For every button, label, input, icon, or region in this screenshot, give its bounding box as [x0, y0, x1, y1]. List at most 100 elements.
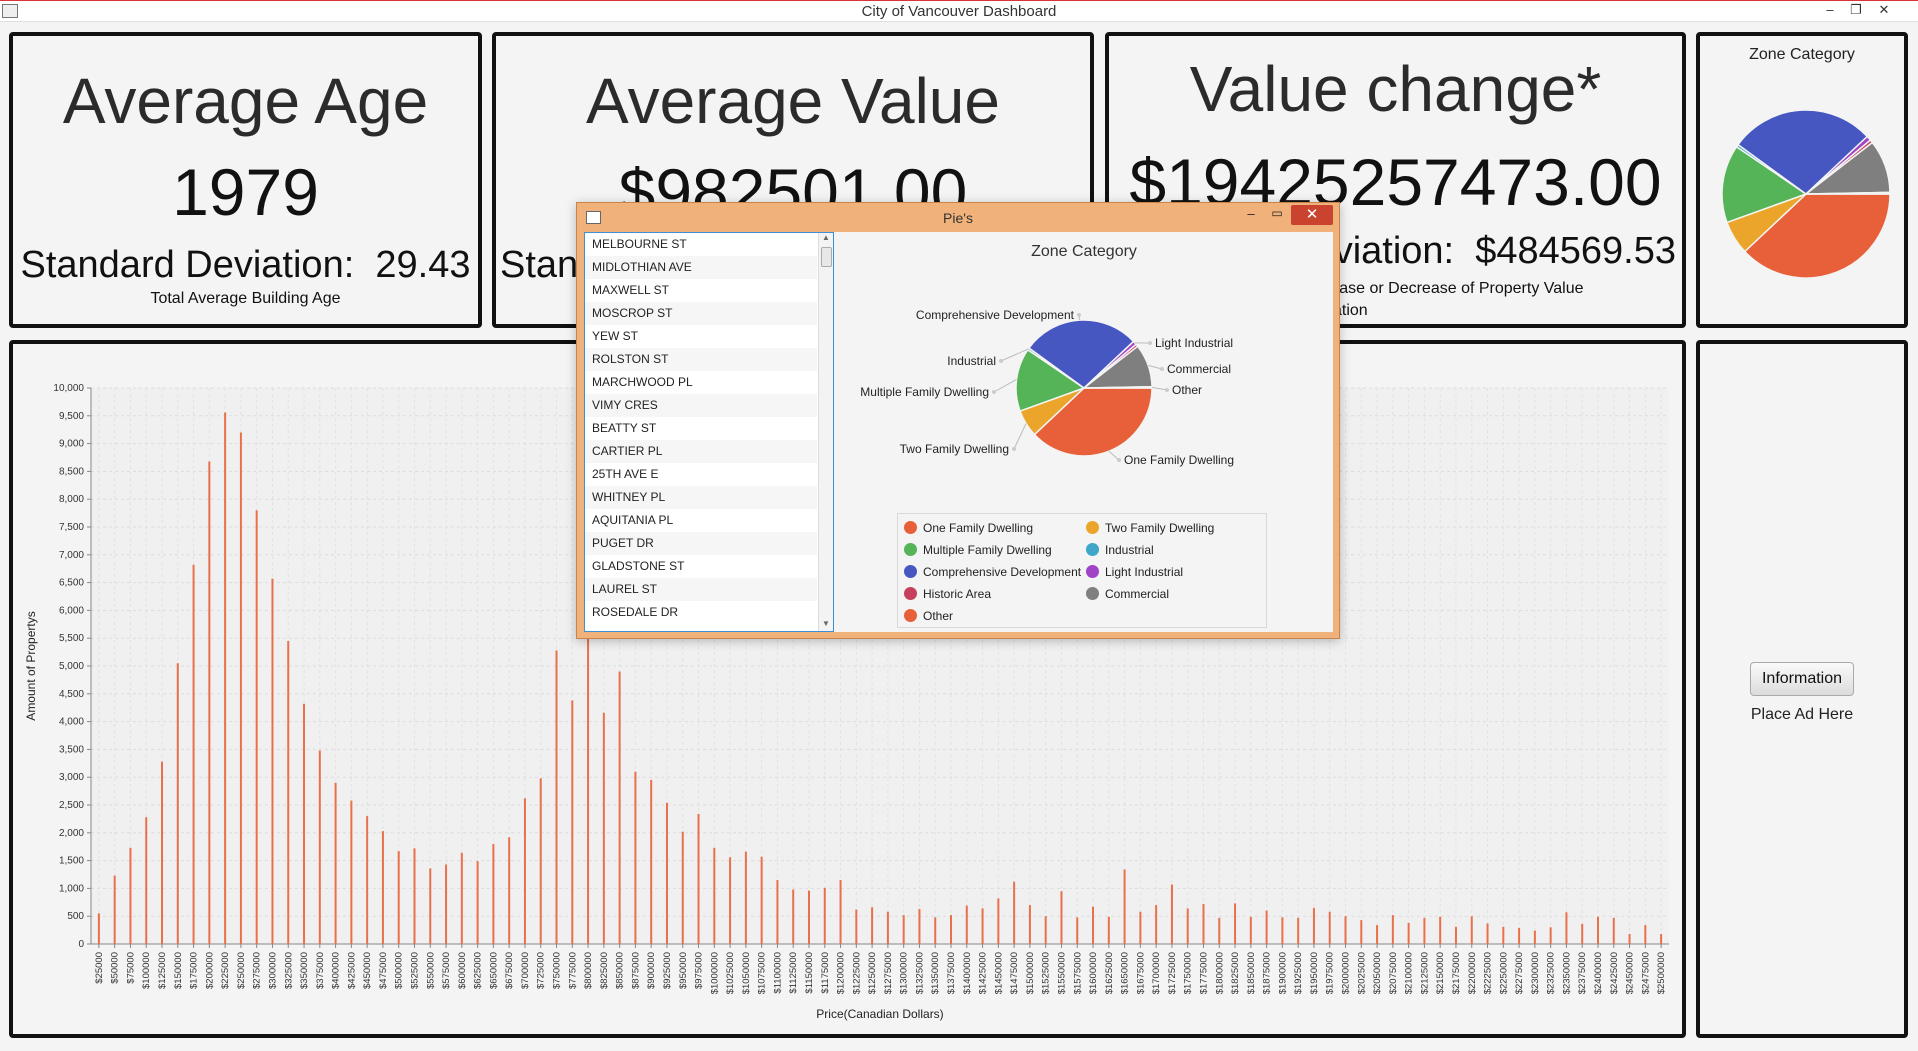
- x-tick-label: $1775000: [1198, 952, 1209, 994]
- street-list-item[interactable]: MIDLOTHIAN AVE: [585, 256, 817, 279]
- street-list-item[interactable]: MELBOURNE ST: [592, 237, 687, 251]
- bar: [113, 875, 116, 944]
- bar: [397, 851, 400, 944]
- street-list[interactable]: MELBOURNE ST MIDLOTHIAN AVE MAXWELL ST MOSC…: [584, 232, 834, 632]
- age-std-value: 29.43: [375, 244, 471, 286]
- bar: [902, 915, 905, 944]
- street-list-item[interactable]: VIMY CRES: [585, 394, 817, 417]
- ad-text: Place Ad Here: [1750, 706, 1854, 723]
- x-tick-label: $2150000: [1435, 952, 1446, 994]
- x-tick-label: $2200000: [1467, 952, 1478, 994]
- bar: [1234, 903, 1237, 944]
- x-tick-label: $550000: [425, 952, 436, 989]
- street-list-item[interactable]: ROLSTON ST: [585, 348, 817, 371]
- zone-mini-pie: [1721, 109, 1891, 279]
- pie-slice-label: Comprehensive Development: [916, 308, 1075, 322]
- minimize-button[interactable]: –: [1826, 2, 1834, 17]
- bar: [176, 663, 179, 944]
- x-tick-label: $225000: [220, 952, 231, 989]
- bar: [460, 852, 463, 944]
- street-list-item[interactable]: LAUREL ST: [585, 578, 817, 601]
- street-list-item[interactable]: AQUITANIA PL: [592, 513, 674, 527]
- legend-swatch: [1086, 543, 1099, 556]
- scroll-up-arrow[interactable]: ▲: [822, 233, 830, 242]
- close-button[interactable]: ✕: [1878, 2, 1890, 17]
- dialog-maximize-button[interactable]: ▭: [1271, 206, 1283, 220]
- bar: [1565, 912, 1568, 944]
- x-tick-label: $1075000: [757, 952, 768, 994]
- bar: [713, 847, 716, 944]
- street-list-item[interactable]: ROSEDALE DR: [592, 605, 679, 619]
- window-titlebar: City of Vancouver Dashboard – ❐ ✕: [0, 0, 1918, 22]
- pie-slice: [1721, 145, 1808, 224]
- bar: [965, 905, 968, 944]
- x-tick-label: $1100000: [772, 952, 783, 994]
- bar: [1139, 911, 1142, 944]
- x-tick-label: $700000: [520, 952, 531, 989]
- scroll-down-arrow[interactable]: ▼: [822, 619, 830, 628]
- dialog-close-button[interactable]: ✕: [1291, 205, 1333, 225]
- x-tick-label: $825000: [599, 952, 610, 989]
- x-tick-label: $125000: [157, 952, 168, 989]
- x-tick-label: $1900000: [1277, 952, 1288, 994]
- bar: [871, 907, 874, 944]
- x-tick-label: $2025000: [1356, 952, 1367, 994]
- street-list-item[interactable]: MOSCROP ST: [585, 302, 817, 325]
- x-tick-label: $2275000: [1514, 952, 1525, 994]
- bar: [1281, 917, 1284, 944]
- x-tick-label: $1875000: [1262, 952, 1273, 994]
- x-tick-label: $2000000: [1341, 952, 1352, 994]
- x-tick-label: $1125000: [788, 952, 799, 994]
- legend-item: Two Family Dwelling: [1086, 521, 1214, 535]
- street-list-scrollbar[interactable]: ▲ ▼: [818, 233, 833, 631]
- x-tick-label: $1675000: [1135, 952, 1146, 994]
- street-list-item[interactable]: PUGET DR: [585, 532, 817, 555]
- legend-item: Historic Area: [904, 587, 991, 601]
- legend-swatch: [1086, 587, 1099, 600]
- bar: [413, 848, 416, 944]
- x-tick-label: $275000: [252, 952, 263, 989]
- information-button[interactable]: Information: [1750, 662, 1854, 696]
- scroll-thumb[interactable]: [821, 247, 832, 267]
- street-list-item[interactable]: WHITNEY PL: [585, 486, 817, 509]
- street-list-item[interactable]: CARTIER PL: [585, 440, 817, 463]
- pie-slice-label: Industrial: [947, 354, 996, 368]
- street-list-item[interactable]: GLADSTONE ST: [592, 559, 685, 573]
- bar: [1092, 906, 1095, 944]
- x-tick-label: $1700000: [1151, 952, 1162, 994]
- bar: [1202, 903, 1205, 944]
- bar: [1312, 907, 1315, 944]
- y-tick-label: 9,500: [59, 411, 84, 422]
- x-tick-label: $2175000: [1451, 952, 1462, 994]
- y-tick-label: 7,000: [59, 550, 84, 561]
- pie-slice: [1736, 109, 1869, 195]
- x-tick-label: $200000: [204, 952, 215, 989]
- x-tick-label: $75000: [125, 952, 136, 984]
- street-list-item[interactable]: MAXWELL ST: [592, 283, 669, 297]
- bar: [1186, 908, 1189, 944]
- street-list-item[interactable]: 25TH AVE E: [592, 467, 659, 481]
- x-tick-label: $2300000: [1530, 952, 1541, 994]
- x-tick-label: $775000: [567, 952, 578, 989]
- street-list-item[interactable]: MARCHWOOD PL: [592, 375, 693, 389]
- value-title: Average Value: [586, 65, 1000, 137]
- x-tick-label: $875000: [630, 952, 641, 989]
- x-tick-label: $2375000: [1577, 952, 1588, 994]
- dialog-minimize-button[interactable]: –: [1247, 206, 1255, 221]
- street-list-item[interactable]: BEATTY ST: [592, 421, 657, 435]
- x-tick-label: $2125000: [1419, 952, 1430, 994]
- x-tick-label: $725000: [536, 952, 547, 989]
- bar: [776, 880, 779, 944]
- pie-label-line: [1013, 423, 1027, 450]
- bar: [508, 837, 511, 944]
- age-std-row: Standard Deviation: 29.43: [13, 244, 478, 287]
- zone-mini-panel: Zone Category: [1696, 32, 1908, 328]
- street-list-item[interactable]: YEW ST: [592, 329, 639, 343]
- bar: [1660, 933, 1663, 944]
- change-std-label: viation:: [1333, 230, 1455, 272]
- bar: [366, 816, 369, 944]
- maximize-button[interactable]: ❐: [1850, 2, 1862, 17]
- legend-item: One Family Dwelling: [904, 521, 1033, 535]
- pie-label-marker: [1012, 447, 1016, 451]
- x-tick-label: $1275000: [883, 952, 894, 994]
